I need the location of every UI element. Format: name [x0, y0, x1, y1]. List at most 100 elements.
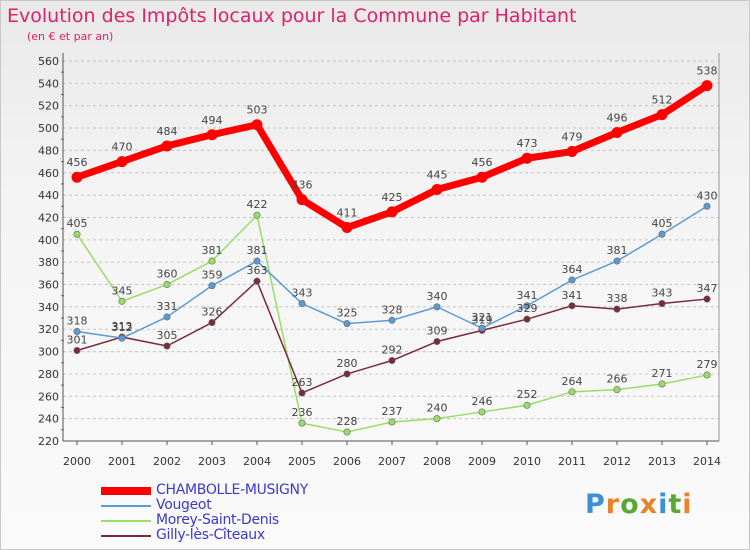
data-point — [613, 305, 621, 313]
data-label: 347 — [697, 282, 718, 295]
data-labels-layer: 405 345 360 381 422 236 228 237 240 246 252 264 266 2… — [67, 65, 718, 428]
data-label: 345 — [112, 284, 133, 297]
data-label: 430 — [697, 189, 718, 202]
data-label: 328 — [382, 303, 403, 316]
axes — [61, 53, 720, 442]
data-point — [71, 171, 83, 183]
data-label: 240 — [427, 402, 448, 415]
data-point — [253, 211, 261, 219]
data-label: 252 — [517, 388, 538, 401]
data-point — [566, 146, 578, 158]
data-point — [298, 389, 306, 397]
data-point — [658, 230, 666, 238]
data-point — [118, 334, 126, 342]
logo-letter: i — [658, 489, 669, 520]
data-point — [433, 303, 441, 311]
data-label: 360 — [157, 268, 178, 281]
y-tick-label: 400 — [38, 234, 59, 247]
legend-label-vougeot: Vougeot — [156, 497, 212, 513]
data-label: 456 — [472, 156, 493, 169]
data-label: 496 — [607, 112, 628, 125]
data-label: 456 — [67, 156, 88, 169]
logo-letter: r — [605, 489, 621, 520]
data-point — [161, 140, 173, 152]
data-label: 422 — [247, 198, 268, 211]
data-point — [701, 80, 713, 92]
y-tick-label: 260 — [38, 390, 59, 403]
data-point — [656, 109, 668, 121]
data-label: 246 — [472, 395, 493, 408]
data-point — [298, 419, 306, 427]
data-point — [703, 371, 711, 379]
y-tick-label: 300 — [38, 346, 59, 359]
data-label: 301 — [67, 333, 88, 346]
legend-swatch-morey — [101, 520, 151, 522]
y-tick-label: 380 — [38, 256, 59, 269]
x-tick-label: 2013 — [648, 455, 676, 468]
logo-letter: o — [620, 489, 640, 520]
data-label: 470 — [112, 141, 133, 154]
data-point — [341, 222, 353, 234]
data-label: 326 — [202, 306, 223, 319]
data-point — [388, 316, 396, 324]
x-tick-label: 2003 — [198, 455, 226, 468]
data-point — [478, 324, 486, 332]
legend-label-morey: Morey-Saint-Denis — [156, 512, 279, 528]
chart-title: Evolution des Impôts locaux pour la Comm… — [7, 5, 577, 27]
y-tick-label: 240 — [38, 413, 59, 426]
x-tick-label: 2006 — [333, 455, 361, 468]
data-label: 341 — [517, 289, 538, 302]
x-tick-label: 2010 — [513, 455, 541, 468]
data-point — [73, 230, 81, 238]
data-point — [568, 388, 576, 396]
data-label: 318 — [67, 314, 88, 327]
legend-label-chambolle: CHAMBOLLE-MUSIGNY — [156, 482, 308, 498]
data-point — [523, 315, 531, 323]
data-label: 538 — [697, 65, 718, 78]
data-label: 313 — [112, 320, 133, 333]
legend-swatch-vougeot — [101, 505, 151, 507]
data-label: 405 — [67, 217, 88, 230]
data-label: 343 — [292, 287, 313, 300]
data-label: 425 — [382, 191, 403, 204]
data-point — [613, 257, 621, 265]
y-tick-label: 440 — [38, 189, 59, 202]
x-tick-label: 2004 — [243, 455, 271, 468]
legend-swatch-chambolle — [101, 487, 151, 495]
data-point — [163, 313, 171, 321]
y-tick-label: 220 — [38, 435, 59, 448]
data-label: 381 — [202, 244, 223, 257]
x-tick-label: 2008 — [423, 455, 451, 468]
data-point — [521, 152, 533, 164]
data-point — [388, 418, 396, 426]
data-point — [251, 119, 263, 131]
y-tick-label: 280 — [38, 368, 59, 381]
data-point — [298, 300, 306, 308]
x-tick-label: 2001 — [108, 455, 136, 468]
data-label: 381 — [247, 244, 268, 257]
logo-letter: P — [585, 489, 606, 520]
data-point — [568, 302, 576, 310]
legend-swatch-gilly — [101, 535, 151, 537]
data-label: 237 — [382, 405, 403, 418]
data-label: 338 — [607, 292, 628, 305]
data-label: 228 — [337, 415, 358, 428]
x-tick-label: 2011 — [558, 455, 586, 468]
data-label: 266 — [607, 373, 628, 386]
data-label: 381 — [607, 244, 628, 257]
data-label: 484 — [157, 125, 178, 138]
data-label: 321 — [472, 311, 493, 324]
data-label: 363 — [247, 264, 268, 277]
logo-letter: i — [682, 489, 693, 520]
chart-subtitle: (en € et par an) — [27, 30, 114, 43]
data-point — [163, 342, 171, 350]
data-point — [478, 408, 486, 416]
data-point — [253, 257, 261, 265]
x-tick-label: 2005 — [288, 455, 316, 468]
data-label: 364 — [562, 263, 583, 276]
y-tick-label: 520 — [38, 100, 59, 113]
data-point — [613, 386, 621, 394]
x-tick-label: 2014 — [693, 455, 721, 468]
